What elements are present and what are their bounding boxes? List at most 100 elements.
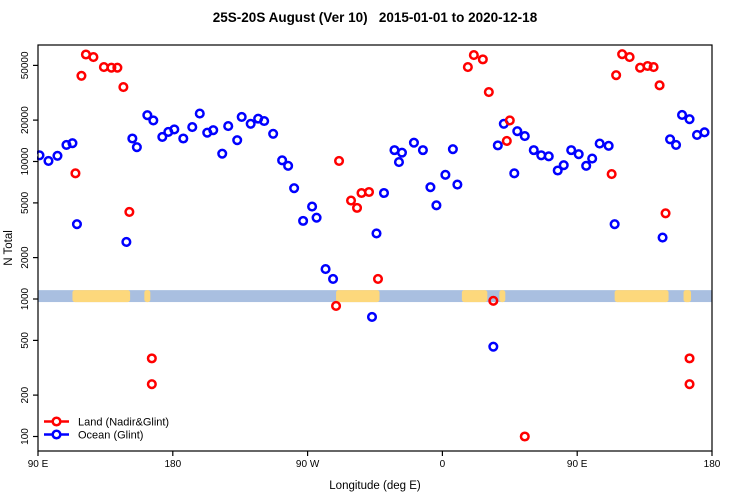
data-point-ocean bbox=[208, 125, 219, 136]
data-point-ocean bbox=[603, 140, 614, 151]
data-point-ocean bbox=[581, 160, 592, 171]
data-point-ocean bbox=[259, 115, 270, 127]
data-point-ocean bbox=[431, 200, 442, 211]
y-tick-label: 500 bbox=[20, 332, 31, 349]
x-tick-label: 90 E bbox=[28, 459, 49, 470]
data-point-ocean bbox=[543, 151, 554, 162]
y-tick-label: 20000 bbox=[20, 106, 31, 134]
data-point-land bbox=[642, 60, 653, 72]
data-point-land bbox=[660, 208, 671, 219]
data-point-land bbox=[118, 81, 129, 93]
data-point-ocean bbox=[43, 155, 54, 166]
data-point-land bbox=[372, 273, 384, 284]
data-point-ocean bbox=[320, 264, 331, 275]
y-tick-label: 100 bbox=[20, 428, 31, 445]
data-point-land bbox=[606, 169, 617, 180]
ocean-series-symbol-marker bbox=[51, 429, 62, 440]
data-point-ocean bbox=[131, 142, 142, 153]
data-point-land bbox=[70, 168, 81, 179]
data-point-ocean bbox=[268, 128, 279, 139]
strip-land-segment bbox=[461, 290, 488, 303]
strip-land-segment bbox=[683, 290, 692, 303]
data-point-ocean bbox=[142, 110, 153, 121]
x-tick-label: 180 bbox=[164, 459, 181, 470]
data-point-ocean bbox=[307, 201, 318, 212]
data-point-ocean bbox=[452, 179, 463, 190]
data-point-ocean bbox=[378, 187, 390, 199]
data-point-ocean bbox=[71, 219, 82, 230]
axes-layer: 100 200 500 1000 2000 5000 10000 20000 50000 90 E… bbox=[20, 44, 721, 470]
data-point-land bbox=[624, 51, 635, 63]
land-ocean-strip bbox=[38, 290, 712, 303]
y-axis-title: N Total bbox=[3, 230, 15, 266]
data-point-ocean bbox=[671, 139, 682, 150]
data-point-land bbox=[146, 379, 157, 390]
data-point-land bbox=[483, 86, 494, 98]
data-point-ocean bbox=[684, 114, 695, 125]
data-point-land bbox=[477, 54, 488, 65]
data-point-ocean bbox=[528, 145, 539, 156]
data-point-ocean bbox=[223, 121, 234, 132]
data-point-ocean bbox=[488, 341, 499, 352]
y-tick-label: 5000 bbox=[20, 191, 31, 214]
data-point-ocean bbox=[121, 236, 132, 247]
data-point-land bbox=[88, 51, 99, 63]
data-point-ocean bbox=[676, 109, 688, 121]
data-point-ocean bbox=[187, 122, 198, 133]
data-point-ocean bbox=[236, 111, 247, 122]
data-point-ocean bbox=[587, 153, 598, 164]
y-tick-label: 50000 bbox=[20, 51, 31, 79]
data-point-ocean bbox=[594, 138, 605, 149]
data-point-ocean bbox=[440, 169, 451, 180]
y-tick-label: 2000 bbox=[20, 246, 31, 269]
data-point-ocean bbox=[417, 145, 428, 156]
data-point-ocean bbox=[552, 165, 563, 176]
x-tick-label: 0 bbox=[440, 459, 446, 470]
data-point-ocean bbox=[371, 228, 382, 239]
data-point-land bbox=[504, 115, 515, 126]
data-point-ocean bbox=[311, 212, 322, 223]
data-point-ocean bbox=[425, 182, 436, 193]
data-points-layer bbox=[37, 49, 710, 442]
data-point-ocean bbox=[566, 145, 577, 156]
data-point-ocean bbox=[519, 131, 530, 142]
data-point-ocean bbox=[67, 138, 78, 149]
data-point-ocean bbox=[289, 183, 300, 194]
plot-border bbox=[37, 44, 713, 452]
page-title: 25S-20S August (Ver 10) 2015-01-01 to 20… bbox=[213, 10, 538, 25]
data-point-ocean bbox=[194, 108, 205, 119]
data-point-land bbox=[488, 295, 499, 306]
data-point-land bbox=[519, 431, 530, 442]
data-point-ocean bbox=[232, 135, 243, 146]
data-point-ocean bbox=[245, 118, 256, 129]
data-point-land bbox=[654, 80, 665, 91]
y-tick-label: 200 bbox=[20, 386, 31, 403]
x-tick-label: 180 bbox=[704, 459, 721, 470]
data-point-land bbox=[684, 379, 695, 390]
data-point-ocean bbox=[393, 157, 405, 168]
data-point-ocean bbox=[408, 137, 419, 148]
strip-land-segment bbox=[144, 290, 151, 303]
data-point-ocean bbox=[512, 126, 523, 137]
data-point-ocean bbox=[366, 311, 378, 323]
legend-label-ocean: Ocean (Glint) bbox=[78, 430, 143, 442]
data-point-ocean bbox=[447, 144, 458, 155]
data-point-ocean bbox=[277, 155, 288, 166]
data-point-ocean bbox=[157, 131, 168, 142]
data-point-ocean bbox=[169, 124, 180, 135]
legend-label-land: Land (Nadir&Glint) bbox=[78, 417, 169, 429]
data-point-land bbox=[611, 70, 622, 81]
data-point-land bbox=[363, 186, 375, 198]
data-point-ocean bbox=[328, 273, 339, 284]
data-point-ocean bbox=[52, 150, 63, 161]
y-tick-label: 10000 bbox=[20, 147, 31, 175]
legend: Land (Nadir&Glint)Ocean (Glint) bbox=[44, 416, 169, 442]
data-point-land bbox=[468, 50, 479, 61]
x-tick-label: 90 E bbox=[567, 459, 588, 470]
data-point-ocean bbox=[148, 115, 159, 126]
data-point-ocean bbox=[217, 148, 228, 159]
data-point-land bbox=[334, 155, 345, 166]
strip-land-segment bbox=[614, 290, 669, 303]
